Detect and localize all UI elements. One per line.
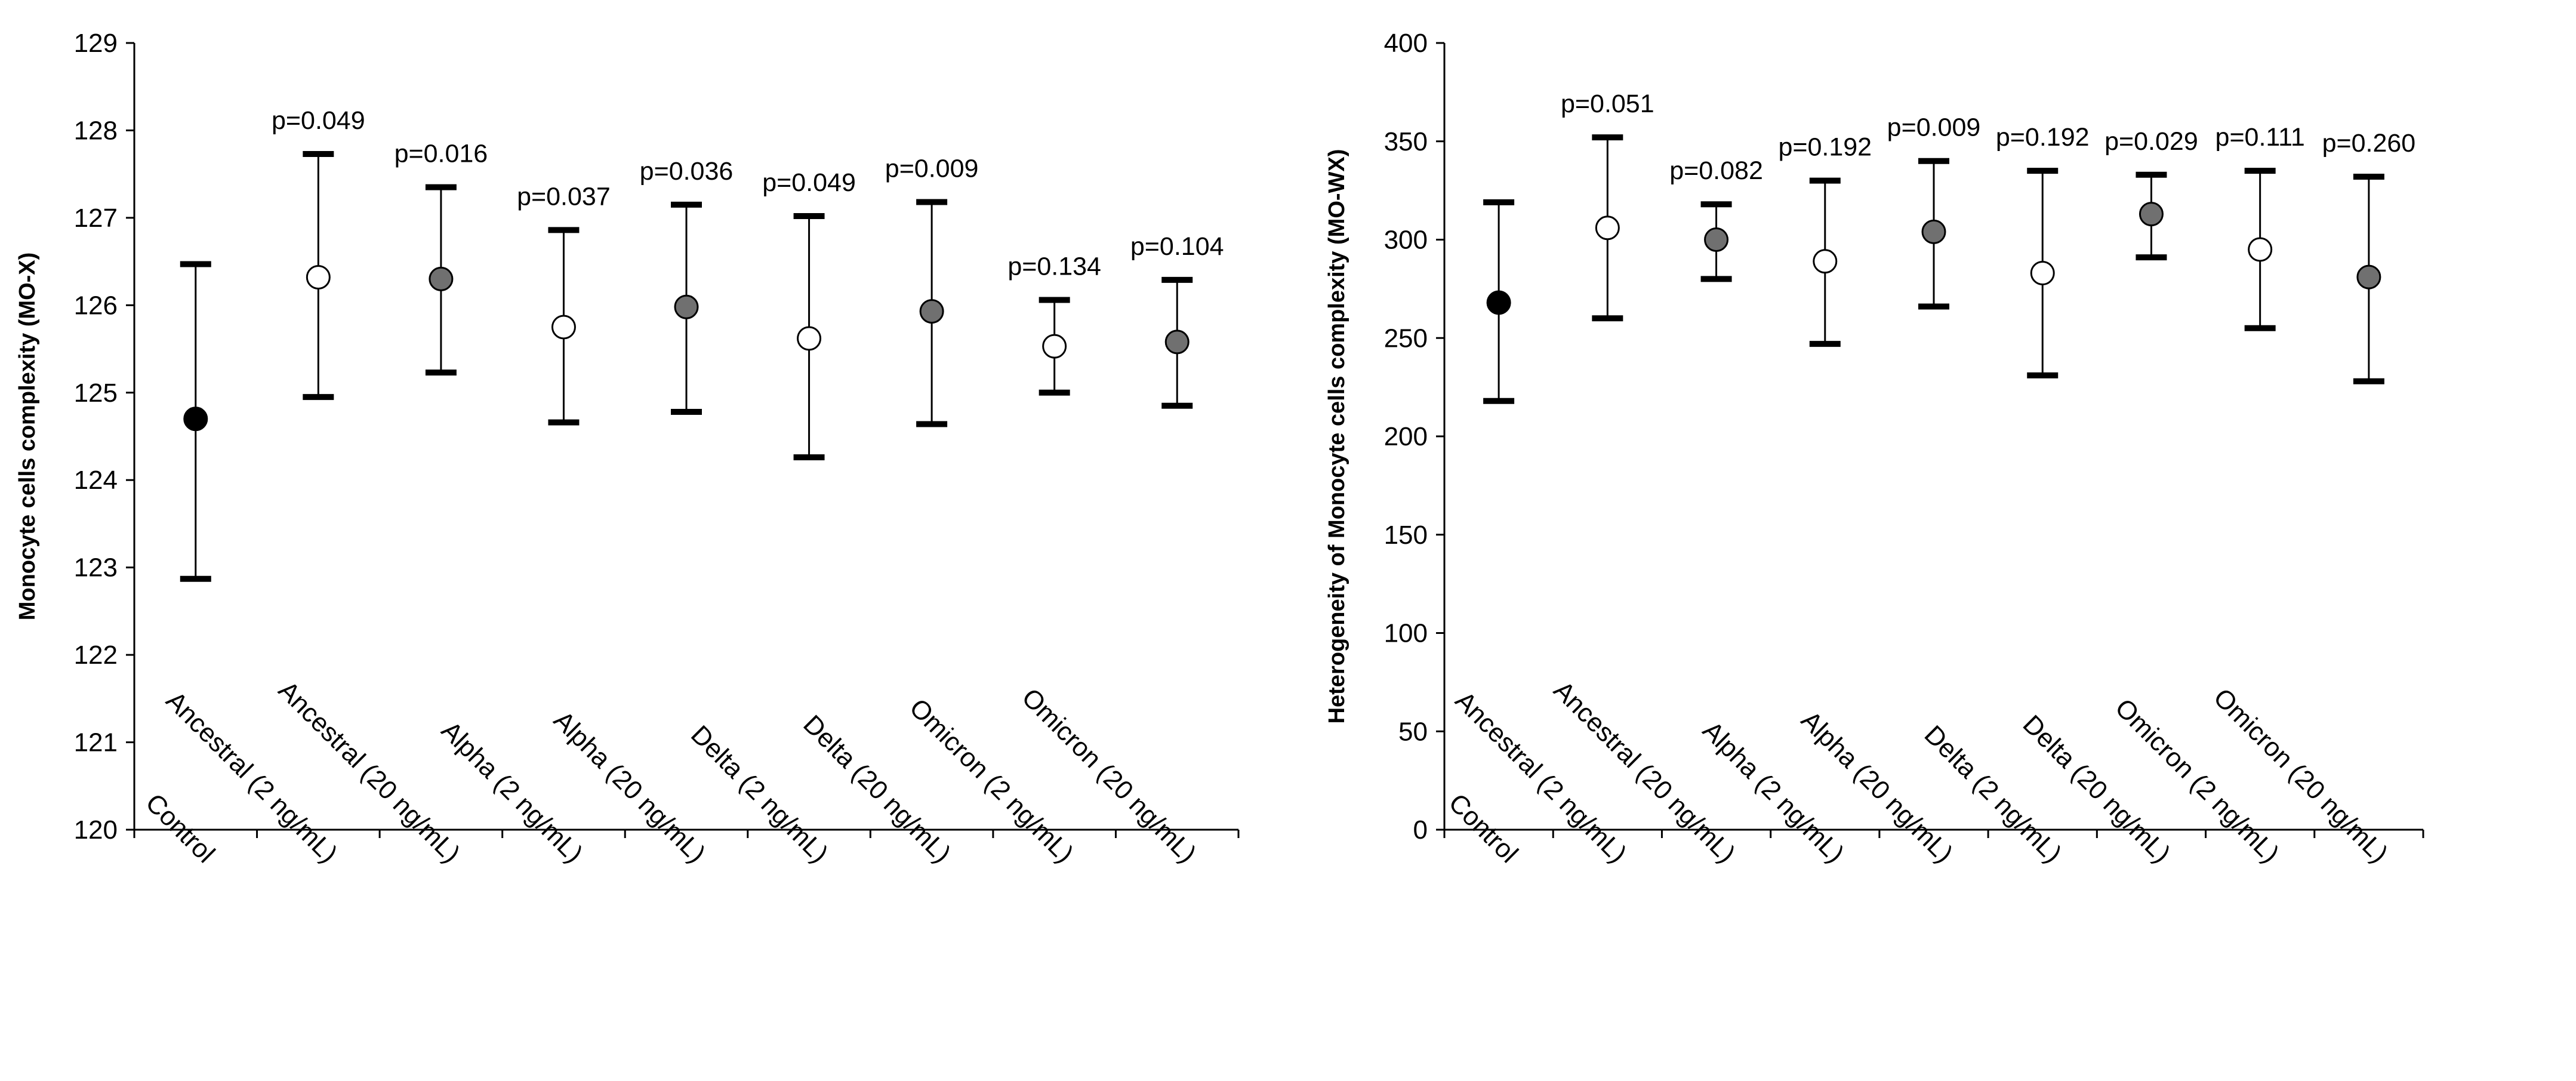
p-value-label: p=0.192 bbox=[1778, 133, 1872, 162]
y-tick-label: 250 bbox=[1384, 324, 1428, 353]
y-tick-label: 120 bbox=[74, 815, 118, 845]
data-point bbox=[1921, 219, 1946, 244]
chart-monocyte-heterogeneity: 0 50 100 150 200 250 300 350 400 Heterogeneity of… bbox=[1324, 29, 2424, 869]
y-tick-label: 200 bbox=[1384, 422, 1428, 451]
p-value-label: p=0.051 bbox=[1561, 90, 1654, 118]
p-value-label: p=0.016 bbox=[395, 140, 488, 168]
p-value-label: p=0.082 bbox=[1669, 156, 1763, 185]
p-value-label: p=0.029 bbox=[2104, 127, 2198, 156]
y-tick-label: 122 bbox=[74, 640, 118, 670]
p-value-label: p=0.009 bbox=[885, 155, 979, 183]
data-point bbox=[551, 315, 576, 340]
data-point bbox=[1704, 227, 1729, 252]
data-point bbox=[1164, 329, 1190, 355]
chart-monocyte-complexity: 120 121 122 123 124 125 126 127 128 129 Monocyte c… bbox=[15, 29, 1240, 869]
p-value-label: p=0.134 bbox=[1007, 252, 1101, 281]
y-tick-label: 350 bbox=[1384, 127, 1428, 156]
data-point bbox=[2139, 202, 2164, 227]
y-tick-label: 123 bbox=[74, 553, 118, 583]
data-point bbox=[1595, 215, 1620, 241]
x-category-label: Control bbox=[1443, 788, 1524, 869]
data-point bbox=[919, 299, 944, 324]
p-value-label: p=0.111 bbox=[2216, 123, 2305, 152]
data-point bbox=[1813, 249, 1838, 274]
data-point bbox=[2030, 261, 2055, 286]
data-point bbox=[306, 264, 331, 290]
y-tick-label: 125 bbox=[74, 378, 118, 408]
p-value-label: p=0.260 bbox=[2322, 129, 2416, 158]
y-tick-label: 100 bbox=[1384, 619, 1428, 648]
x-category-label: Omicron (20 ng/mL) bbox=[2208, 683, 2393, 869]
y-axis-title: Heterogeneity of Monocyte cells complexi… bbox=[1324, 149, 1349, 724]
p-value-label: p=0.049 bbox=[272, 106, 365, 135]
data-point bbox=[429, 266, 454, 291]
data-point bbox=[2356, 264, 2381, 290]
y-axis-title: Monocyte cells complexity (MO-X) bbox=[15, 252, 40, 621]
data-point bbox=[1042, 334, 1067, 359]
y-tick-label: 400 bbox=[1384, 29, 1428, 58]
y-tick-label: 126 bbox=[74, 291, 118, 320]
y-tick-label: 124 bbox=[74, 466, 118, 495]
data-point bbox=[674, 294, 699, 319]
data-point bbox=[2248, 237, 2273, 262]
y-tick-label: 150 bbox=[1384, 521, 1428, 550]
data-point bbox=[183, 406, 208, 432]
data-point bbox=[797, 326, 822, 351]
p-value-label: p=0.009 bbox=[1887, 113, 1981, 142]
p-value-label: p=0.036 bbox=[640, 157, 734, 186]
p-value-label: p=0.192 bbox=[1996, 123, 2090, 152]
y-tick-label: 127 bbox=[74, 204, 118, 233]
p-value-label: p=0.049 bbox=[762, 168, 856, 197]
y-tick-label: 50 bbox=[1398, 717, 1428, 746]
y-tick-label: 0 bbox=[1413, 815, 1428, 845]
p-value-label: p=0.037 bbox=[517, 182, 611, 211]
x-category-label: Ancestral (20 ng/mL) bbox=[1548, 676, 1741, 869]
y-tick-label: 121 bbox=[74, 728, 118, 757]
y-tick-label: 300 bbox=[1384, 226, 1428, 255]
p-value-label: p=0.104 bbox=[1130, 232, 1224, 261]
x-category-label: Control bbox=[140, 788, 220, 869]
y-tick-label: 128 bbox=[74, 116, 118, 145]
data-point bbox=[1486, 290, 1511, 315]
y-tick-label: 129 bbox=[74, 29, 118, 58]
